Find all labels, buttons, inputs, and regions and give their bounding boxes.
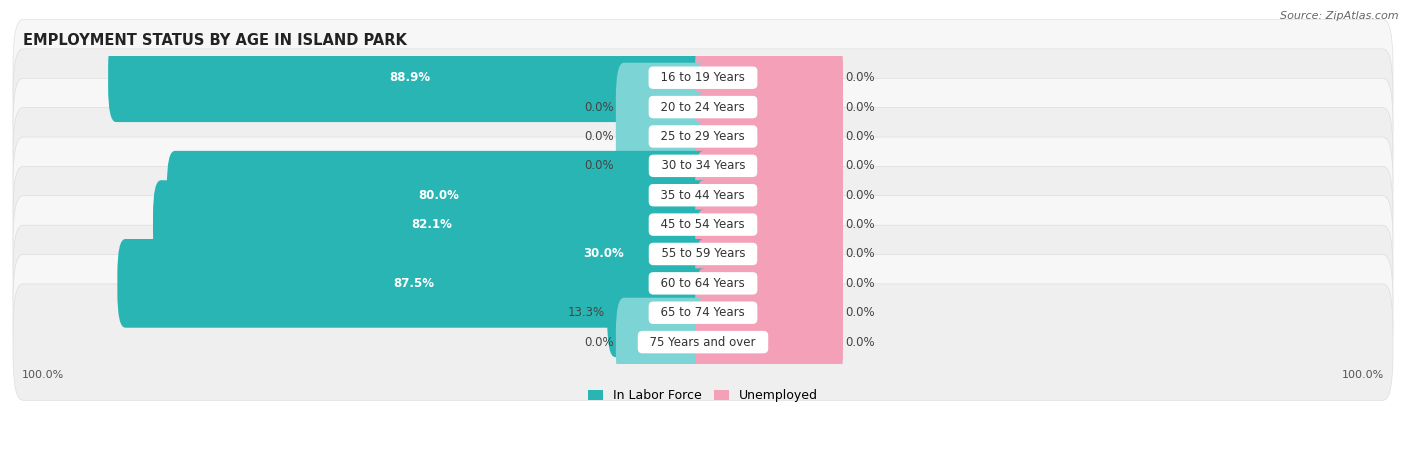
FancyBboxPatch shape [607,268,711,357]
Text: 0.0%: 0.0% [845,71,875,84]
Text: EMPLOYMENT STATUS BY AGE IN ISLAND PARK: EMPLOYMENT STATUS BY AGE IN ISLAND PARK [22,32,406,47]
FancyBboxPatch shape [13,19,1393,136]
Text: 60 to 64 Years: 60 to 64 Years [654,277,752,290]
Text: 0.0%: 0.0% [845,189,875,202]
FancyBboxPatch shape [695,151,844,239]
FancyBboxPatch shape [13,284,1393,400]
Text: 0.0%: 0.0% [845,130,875,143]
Text: 0.0%: 0.0% [845,306,875,319]
FancyBboxPatch shape [13,49,1393,165]
FancyBboxPatch shape [695,298,844,387]
Text: Source: ZipAtlas.com: Source: ZipAtlas.com [1281,11,1399,21]
Text: 20 to 24 Years: 20 to 24 Years [654,101,752,114]
FancyBboxPatch shape [108,33,711,122]
FancyBboxPatch shape [13,108,1393,224]
Legend: In Labor Force, Unemployed: In Labor Force, Unemployed [583,384,823,407]
Text: 0.0%: 0.0% [845,218,875,231]
Text: 82.1%: 82.1% [412,218,453,231]
FancyBboxPatch shape [695,268,844,357]
FancyBboxPatch shape [616,92,711,181]
FancyBboxPatch shape [13,225,1393,341]
FancyBboxPatch shape [13,78,1393,195]
FancyBboxPatch shape [695,210,844,298]
Text: 75 Years and over: 75 Years and over [643,336,763,349]
FancyBboxPatch shape [117,239,711,328]
Text: 16 to 19 Years: 16 to 19 Years [654,71,752,84]
FancyBboxPatch shape [167,151,711,239]
Text: 55 to 59 Years: 55 to 59 Years [654,248,752,261]
FancyBboxPatch shape [13,254,1393,371]
FancyBboxPatch shape [13,166,1393,283]
Text: 87.5%: 87.5% [394,277,434,290]
FancyBboxPatch shape [13,196,1393,312]
Text: 88.9%: 88.9% [389,71,430,84]
Text: 0.0%: 0.0% [845,101,875,114]
Text: 45 to 54 Years: 45 to 54 Years [654,218,752,231]
Text: 0.0%: 0.0% [585,336,614,349]
Text: 0.0%: 0.0% [845,248,875,261]
Text: 25 to 29 Years: 25 to 29 Years [654,130,752,143]
FancyBboxPatch shape [616,63,711,152]
FancyBboxPatch shape [695,180,844,269]
FancyBboxPatch shape [695,239,844,328]
FancyBboxPatch shape [496,210,711,298]
FancyBboxPatch shape [616,121,711,210]
FancyBboxPatch shape [695,121,844,210]
Text: 30.0%: 30.0% [583,248,624,261]
Text: 80.0%: 80.0% [419,189,460,202]
FancyBboxPatch shape [13,137,1393,253]
FancyBboxPatch shape [695,33,844,122]
FancyBboxPatch shape [695,63,844,152]
Text: 65 to 74 Years: 65 to 74 Years [654,306,752,319]
Text: 0.0%: 0.0% [585,130,614,143]
FancyBboxPatch shape [616,298,711,387]
Text: 0.0%: 0.0% [845,336,875,349]
Text: 0.0%: 0.0% [845,277,875,290]
Text: 35 to 44 Years: 35 to 44 Years [654,189,752,202]
Text: 13.3%: 13.3% [568,306,605,319]
FancyBboxPatch shape [153,180,711,269]
Text: 0.0%: 0.0% [845,159,875,172]
FancyBboxPatch shape [695,92,844,181]
Text: 30 to 34 Years: 30 to 34 Years [654,159,752,172]
Text: 0.0%: 0.0% [585,101,614,114]
Text: 0.0%: 0.0% [585,159,614,172]
